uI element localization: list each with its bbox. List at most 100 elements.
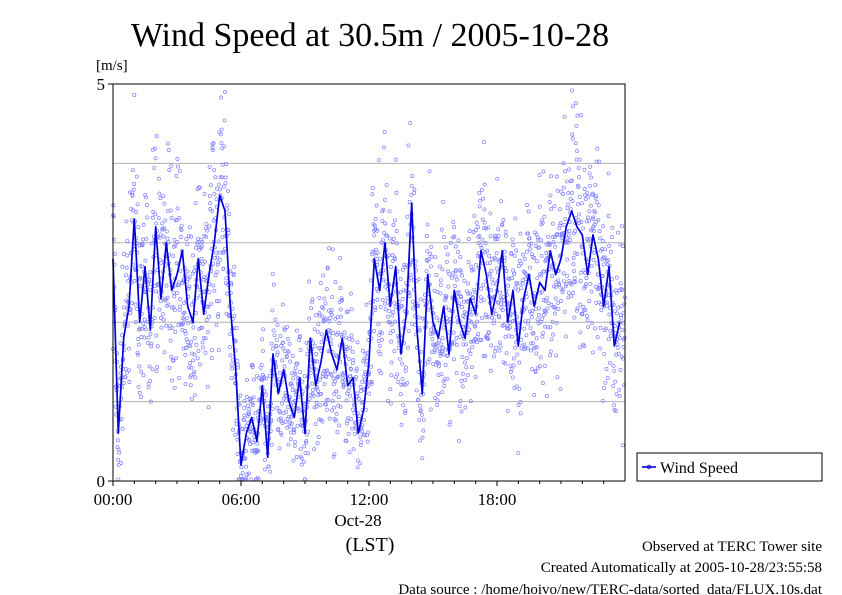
data-point [355, 465, 360, 470]
data-point [218, 187, 223, 192]
data-point [133, 302, 138, 307]
data-point [591, 228, 596, 233]
data-point [383, 284, 388, 289]
data-point [592, 222, 597, 227]
data-point [270, 308, 275, 313]
data-point [240, 471, 245, 476]
data-point [317, 295, 322, 300]
data-point [570, 104, 575, 109]
data-point [584, 219, 589, 224]
data-point [242, 399, 247, 404]
legend-box [636, 452, 823, 482]
data-point [117, 450, 122, 455]
data-point [357, 414, 362, 419]
data-point [138, 395, 143, 400]
data-point [174, 356, 179, 361]
data-point [121, 305, 126, 310]
data-point [177, 375, 182, 380]
data-point [375, 228, 380, 233]
data-point [532, 255, 537, 260]
data-point [162, 226, 167, 231]
data-point [132, 278, 137, 283]
data-point [562, 222, 567, 227]
data-point [376, 322, 381, 327]
data-point [403, 368, 408, 373]
data-point [435, 398, 440, 403]
data-point [363, 370, 368, 375]
data-point [220, 175, 224, 180]
data-point [484, 314, 489, 319]
data-point [383, 307, 388, 312]
data-point [571, 290, 576, 295]
data-point [362, 418, 367, 423]
footer-created: Created Automatically at 2005-10-28/23:5… [541, 560, 822, 576]
data-point [602, 255, 607, 260]
data-point [599, 307, 604, 312]
data-point [494, 266, 499, 271]
data-point [441, 379, 446, 384]
data-point [191, 371, 196, 376]
data-point [135, 350, 140, 355]
data-point [369, 364, 374, 369]
data-point [210, 146, 215, 150]
data-point [454, 342, 459, 347]
data-point [331, 454, 336, 459]
data-point [473, 374, 478, 379]
data-point [439, 342, 444, 347]
data-point [488, 211, 493, 216]
data-point [606, 337, 611, 342]
data-point [284, 354, 289, 359]
data-point [509, 334, 514, 339]
data-point [554, 353, 559, 358]
data-point [209, 356, 214, 361]
data-point [181, 346, 186, 351]
data-point [547, 241, 552, 246]
data-point [358, 443, 363, 447]
data-point [214, 197, 219, 202]
data-point [382, 130, 387, 135]
data-point [247, 437, 252, 442]
data-point [393, 218, 397, 223]
data-point [597, 286, 602, 291]
data-point [426, 307, 431, 312]
data-point [594, 200, 599, 205]
data-point [549, 302, 554, 307]
data-point [425, 234, 429, 238]
data-point [525, 203, 530, 207]
data-point [338, 286, 343, 290]
data-point [438, 278, 443, 283]
data-point [170, 378, 175, 383]
data-point [466, 291, 471, 296]
data-point [320, 314, 325, 319]
data-point [594, 193, 598, 198]
data-point [284, 409, 289, 414]
data-point [502, 323, 506, 328]
data-point [216, 314, 220, 319]
data-point [578, 270, 583, 275]
data-point [495, 176, 500, 181]
data-point [172, 308, 177, 313]
data-point [466, 281, 470, 286]
data-point [159, 325, 164, 330]
data-point [433, 396, 438, 401]
data-point [310, 300, 314, 305]
data-point [475, 319, 480, 324]
data-point [570, 132, 575, 137]
data-point [380, 219, 385, 224]
data-point [364, 407, 368, 412]
data-point [278, 333, 283, 338]
data-point [452, 225, 457, 230]
x-tick-label: 18:00 [478, 490, 517, 509]
data-point [189, 339, 194, 344]
data-point [394, 190, 399, 195]
data-point [528, 247, 533, 252]
data-point [385, 295, 390, 300]
data-point [203, 350, 208, 355]
data-point [328, 371, 333, 376]
data-point [491, 281, 496, 286]
data-point [232, 313, 237, 318]
data-point [316, 330, 320, 334]
data-point [536, 366, 540, 370]
data-point [167, 168, 172, 173]
data-point [185, 315, 189, 320]
